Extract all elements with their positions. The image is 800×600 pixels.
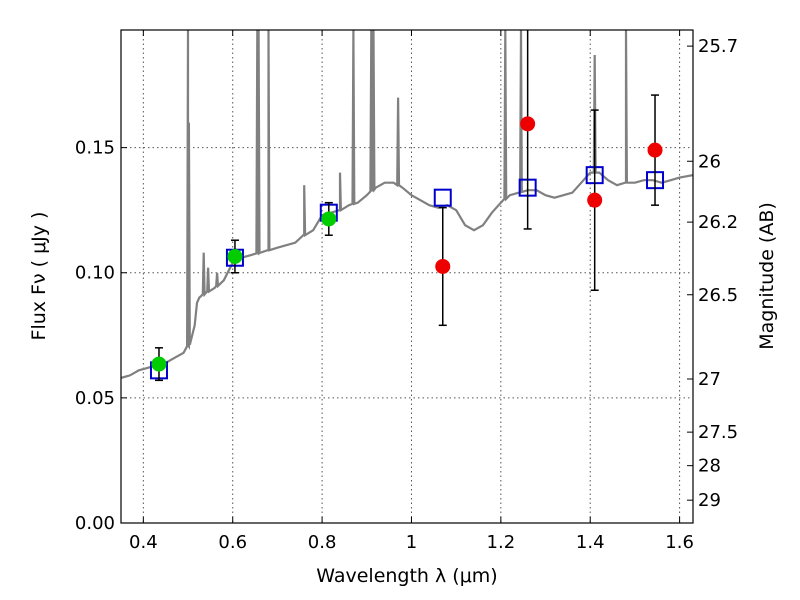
photometry-point: [647, 142, 663, 158]
axis-ticks: 0.4 0.6 0.8 1 1.2 1.4 1.6 0.00 0.05 0.10 0.15 25.7 2…: [75, 30, 738, 553]
photometry-point: [321, 211, 337, 227]
x-tick-label: 0.6: [218, 532, 247, 553]
photometry-point: [520, 116, 536, 132]
y-tick-label: 0.15: [75, 138, 115, 159]
x-tick-label: 0.4: [129, 532, 158, 553]
plot-frame: [120, 29, 694, 524]
mag-tick-label: 27.5: [698, 422, 738, 443]
spectrum-line: [121, 30, 693, 379]
x-tick-label: 1.4: [576, 532, 605, 553]
mag-tick-label: 26.2: [698, 212, 738, 233]
photometry-point: [587, 192, 603, 208]
data-points: [149, 30, 665, 382]
mag-tick-label: 28: [698, 456, 721, 477]
mag-tick-label: 27: [698, 369, 721, 390]
y-tick-label: 0.00: [75, 513, 115, 534]
photometry-point: [227, 248, 243, 264]
y-tick-label: 0.10: [75, 263, 115, 284]
photometry-point: [151, 356, 167, 372]
mag-tick-label: 26.5: [698, 285, 738, 306]
mag-tick-label: 25.7: [698, 36, 738, 57]
x-tick-label: 1.2: [487, 532, 516, 553]
y-tick-label: 0.05: [75, 388, 115, 409]
x-axis-label: Wavelength λ (μm): [316, 565, 497, 587]
y-axis-label-right: Magnitude (AB): [756, 202, 778, 350]
photometry-point: [435, 258, 451, 274]
mag-tick-label: 29: [698, 490, 721, 511]
x-tick-label: 0.8: [308, 532, 337, 553]
x-tick-label: 1.6: [665, 532, 694, 553]
model-square-marker: [433, 188, 452, 207]
mag-tick-label: 26: [698, 151, 721, 172]
model-spectrum: [121, 30, 693, 379]
x-tick-label: 1: [406, 532, 417, 553]
y-axis-label-left: Flux Fν ( μJy ): [28, 212, 50, 341]
